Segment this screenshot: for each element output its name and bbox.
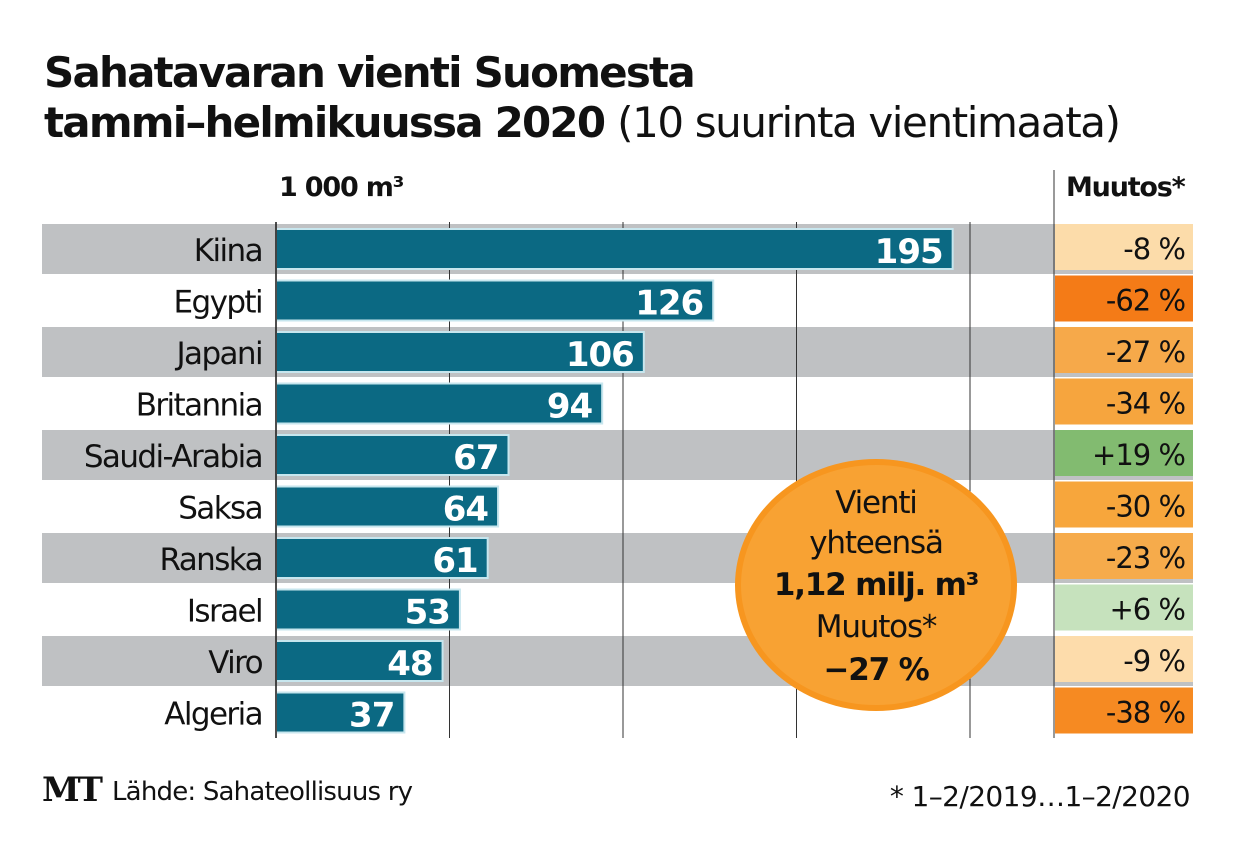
row-band (42, 636, 1193, 686)
change-value-label: -8 % (1123, 232, 1185, 266)
bar-value-label: 106 (566, 335, 634, 375)
bar-value-label: 94 (547, 387, 593, 427)
category-label: Saksa (178, 491, 262, 527)
change-cell (1055, 430, 1193, 476)
bar-value-label: 61 (432, 541, 477, 581)
change-cell (1055, 327, 1193, 373)
category-label: Algeria (164, 697, 262, 733)
row-band (42, 430, 1193, 480)
change-value-label: -9 % (1123, 644, 1185, 678)
bar (277, 281, 713, 320)
footnote: * 1–2/2019…1–2/2020 (889, 780, 1191, 813)
bar (277, 642, 442, 680)
title-line-1: Sahatavaran vienti Suomesta (44, 48, 696, 97)
change-cell (1055, 275, 1193, 322)
category-label: Kiina (194, 233, 262, 269)
bar-value-label: 64 (443, 490, 489, 530)
change-value-label: +6 % (1109, 593, 1185, 627)
bar-value-label: 67 (453, 438, 498, 478)
category-label: Ranska (160, 542, 262, 578)
bar (277, 539, 487, 577)
change-value-label: +19 % (1092, 438, 1185, 472)
change-column-header: Muutos* (1066, 172, 1186, 203)
title-line-2: tammi–helmikuussa 2020 (44, 98, 606, 147)
mt-logo: MT (42, 770, 103, 810)
bar (277, 590, 459, 629)
bar (277, 230, 952, 268)
change-value-label: -23 % (1106, 541, 1185, 575)
bar (277, 436, 508, 474)
category-label: Japani (175, 336, 262, 372)
category-label: Saudi-Arabia (84, 439, 262, 475)
summary-circle (741, 465, 1011, 705)
bar-value-label: 195 (875, 232, 943, 272)
summary-line-2: yhteensä (809, 525, 943, 561)
axis-unit-label: 1 000 m³ (279, 172, 405, 203)
bar-value-label: 37 (349, 696, 394, 736)
bar (277, 487, 498, 526)
bar-value-label: 126 (635, 284, 703, 324)
summary-change-label: Muutos* (816, 609, 937, 645)
source-text: Lähde: Sahateollisuus ry (112, 777, 413, 807)
change-value-label: -38 % (1106, 696, 1185, 730)
change-cell (1055, 584, 1193, 631)
chart-title: Sahatavaran vienti Suomesta tammi–helmik… (44, 48, 1121, 148)
summary-change-value: −27 % (824, 652, 930, 688)
bar (277, 693, 404, 732)
summary-total: 1,12 milj. m³ (774, 567, 978, 603)
bar-value-label: 53 (405, 593, 450, 633)
bar (277, 333, 643, 371)
category-label: Viro (208, 645, 262, 681)
change-cell (1055, 533, 1193, 579)
change-value-label: -62 % (1106, 284, 1185, 318)
summary-circle-group: Vienti yhteensä 1,12 milj. m³ Muutos* −27 % (735, 459, 1017, 711)
bar-value-label: 48 (387, 644, 432, 684)
change-value-label: -27 % (1106, 335, 1185, 369)
title-subtitle: (10 suurinta vientimaata) (617, 98, 1121, 147)
category-label: Britannia (136, 388, 262, 424)
change-cell (1055, 481, 1193, 528)
category-label: Egypti (174, 285, 262, 321)
change-cell (1055, 687, 1193, 734)
summary-line-1: Vienti (835, 485, 916, 521)
category-label: Israel (187, 594, 262, 630)
change-cell (1055, 636, 1193, 682)
change-value-label: -30 % (1106, 490, 1185, 524)
bars: 195 Kiina 126 Egypti 106 Japani 94 Britannia 67 S… (84, 228, 954, 736)
bar (277, 384, 602, 423)
change-cells: -8 % -62 % -27 % -34 % +19 % -30 % -23 % +6 % -9… (1055, 224, 1193, 734)
change-cell (1055, 378, 1193, 425)
change-value-label: -34 % (1106, 387, 1185, 421)
change-cell (1055, 224, 1193, 270)
